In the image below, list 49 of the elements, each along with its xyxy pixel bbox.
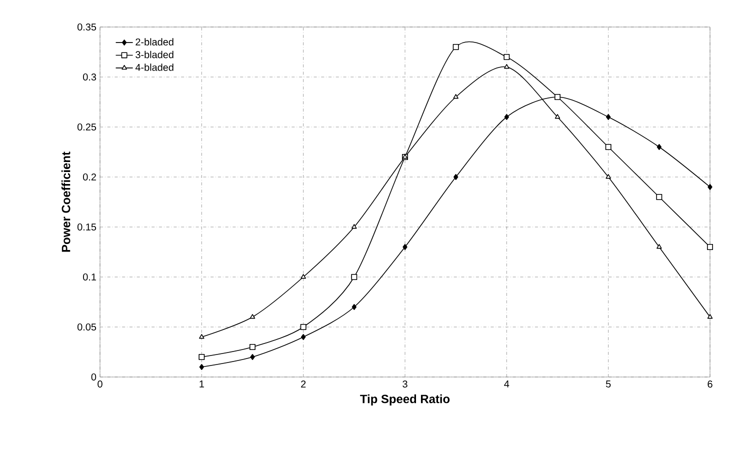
x-tick-label: 4 xyxy=(504,380,510,388)
point xyxy=(198,354,205,360)
x-tick-label: 3 xyxy=(402,380,408,388)
legend-label: 4-bladed xyxy=(135,64,174,71)
point xyxy=(606,174,611,179)
y-axis-title: Power Coefficient xyxy=(61,152,70,252)
y-tick-label: 0.3 xyxy=(83,73,96,81)
point xyxy=(351,274,358,280)
y-tick-label: 0.35 xyxy=(77,23,96,31)
point xyxy=(250,314,256,319)
legend-label: 3-bladed xyxy=(136,50,174,58)
x-tick-label: 5 xyxy=(606,380,611,388)
x-tick-label: 6 xyxy=(708,380,712,388)
x-tick-label: 2 xyxy=(301,380,306,388)
point xyxy=(250,344,256,350)
y-tick-label: 0.1 xyxy=(83,273,96,281)
point xyxy=(656,144,662,150)
x-axis-title: Tip Speed Ratio xyxy=(360,394,450,406)
point xyxy=(504,54,510,60)
point xyxy=(504,114,510,120)
point xyxy=(605,144,612,150)
y-tick-label: 0.2 xyxy=(83,173,96,181)
point xyxy=(504,64,510,69)
point xyxy=(453,174,458,180)
point xyxy=(352,224,357,229)
point xyxy=(300,274,306,279)
y-tick-label: 0.15 xyxy=(77,223,96,231)
point xyxy=(250,354,255,360)
x-tick-label: 0 xyxy=(98,380,102,388)
point xyxy=(452,44,459,50)
x-tick-label: 1 xyxy=(200,380,204,388)
legend-label: 2-bladed xyxy=(136,38,174,46)
point xyxy=(707,244,713,250)
y-tick-label: 0 xyxy=(91,373,96,381)
point xyxy=(708,184,712,190)
point xyxy=(199,334,204,339)
point xyxy=(606,114,611,120)
point xyxy=(300,334,306,340)
point xyxy=(300,324,306,330)
point xyxy=(453,94,458,99)
point xyxy=(656,194,662,200)
point xyxy=(707,314,713,319)
y-tick-label: 0.25 xyxy=(77,123,96,131)
point xyxy=(554,114,560,119)
y-tick-label: 0.05 xyxy=(77,323,96,331)
point xyxy=(199,364,204,370)
point xyxy=(402,244,408,250)
point xyxy=(352,304,357,310)
point xyxy=(656,244,662,249)
